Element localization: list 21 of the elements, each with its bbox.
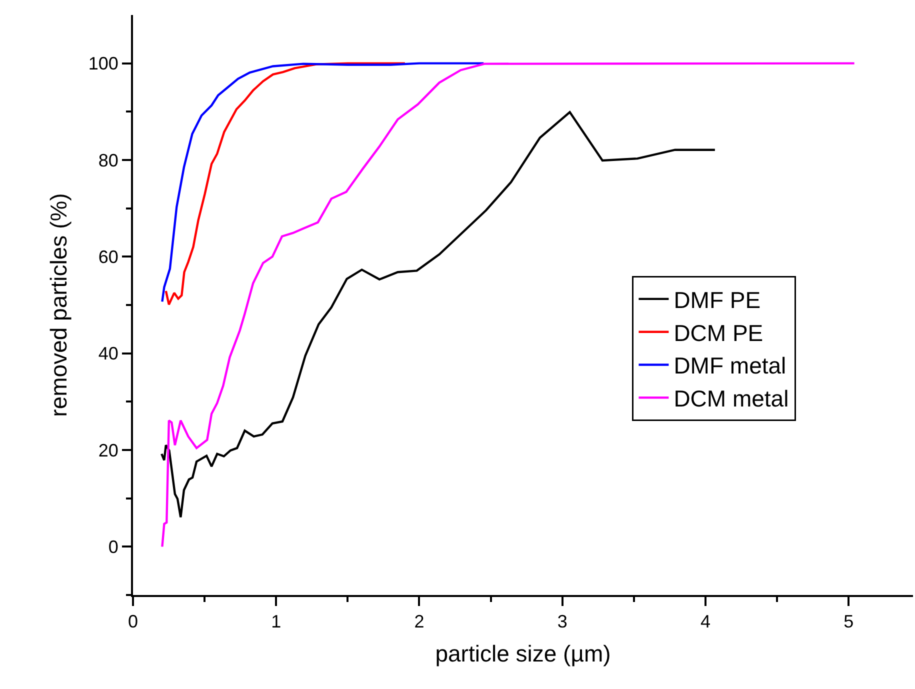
line-series: [161, 62, 856, 548]
x-tick-label: 4: [700, 612, 710, 632]
x-tick-label: 2: [414, 612, 424, 632]
x-tick-label: 1: [271, 612, 282, 632]
x-tick-label: 0: [128, 612, 138, 632]
legend-label: DCM PE: [674, 320, 764, 346]
y-tick-label: 40: [98, 344, 118, 364]
x-tick-label: 5: [844, 612, 854, 632]
y-tick-label: 100: [88, 54, 118, 74]
x-axis-title: particle size (µm): [435, 640, 611, 667]
y-tick-label: 20: [98, 440, 118, 460]
y-tick-label: 60: [98, 246, 118, 267]
legend-label: DCM metal: [674, 386, 789, 412]
y-axis-title: removed particles (%): [45, 193, 72, 417]
legend-label: DMF metal: [674, 352, 786, 379]
line-series: [161, 62, 485, 303]
line-series: [164, 62, 406, 306]
y-tick-label: 80: [98, 150, 118, 170]
x-tick-label: 3: [557, 612, 568, 632]
y-tick-label: 0: [108, 536, 118, 557]
legend-label: DMF PE: [674, 286, 761, 313]
